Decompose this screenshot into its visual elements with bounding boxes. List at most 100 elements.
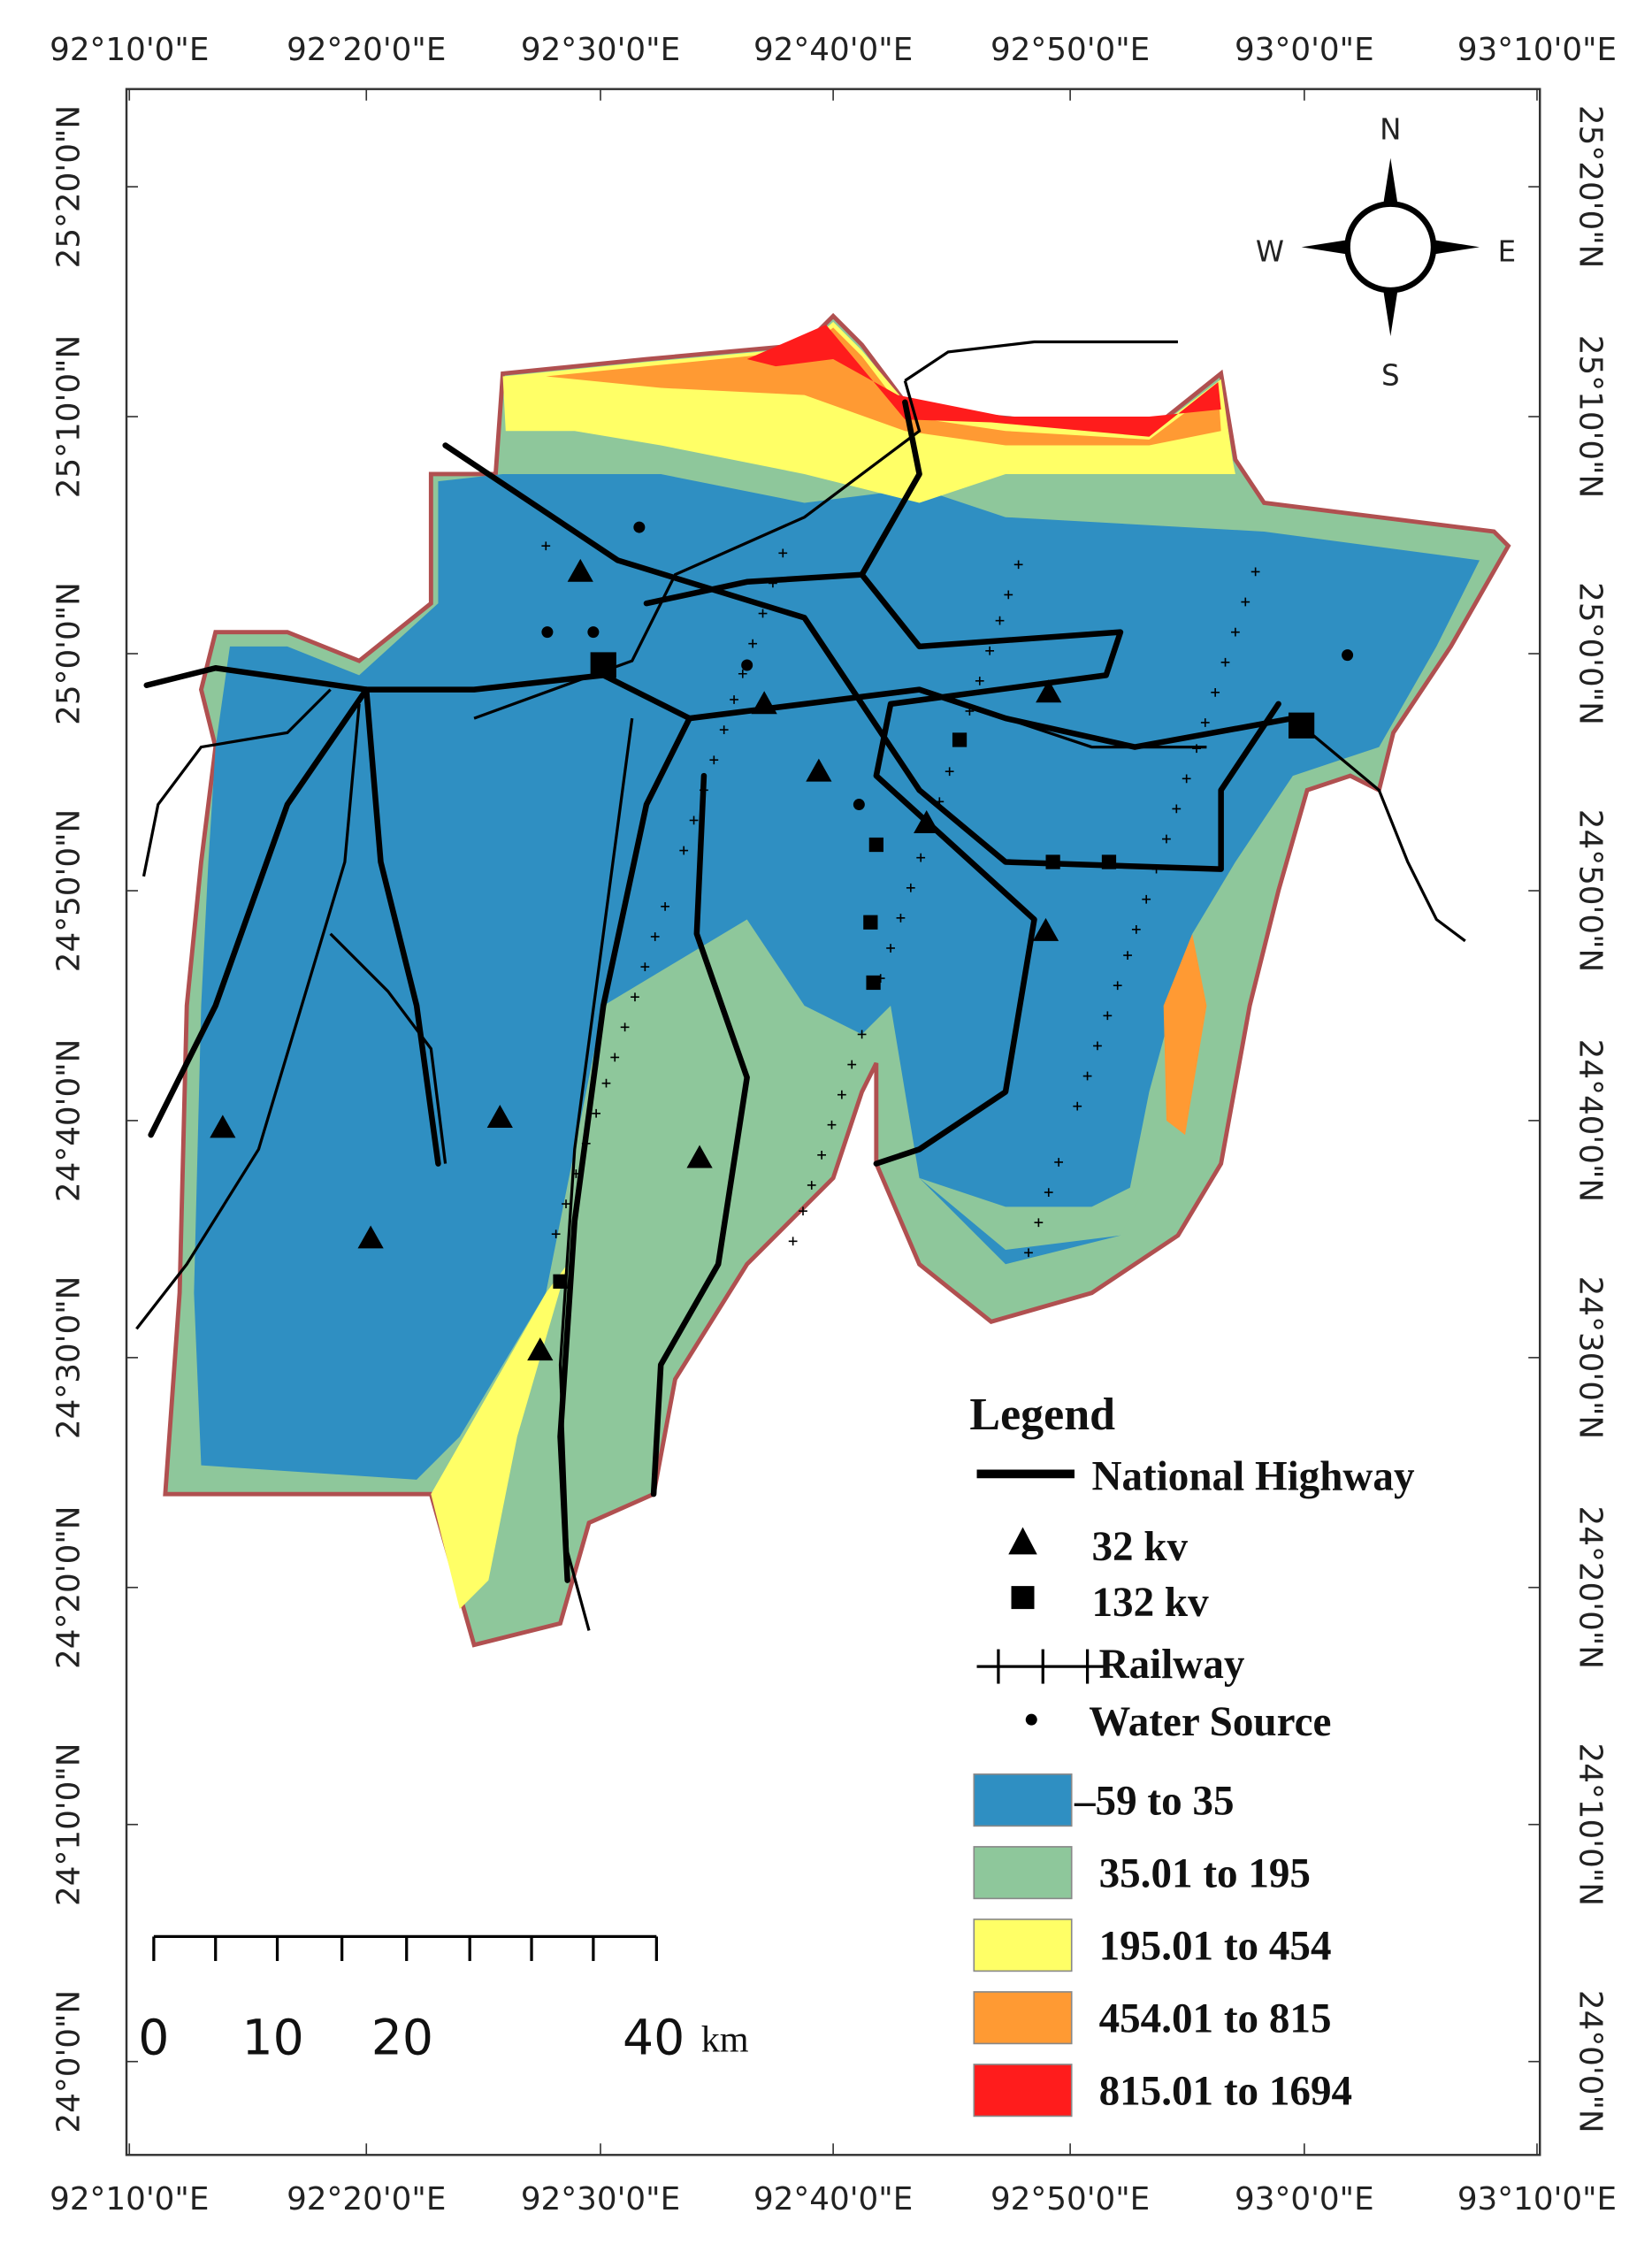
legend-label: 132 kv [1091, 1580, 1209, 1626]
water-source [853, 799, 865, 811]
water-source [541, 626, 554, 639]
grid-cross [876, 974, 885, 983]
substation-32kv [210, 1114, 236, 1138]
grid-cross [896, 913, 906, 923]
scale-label: 40 [623, 2010, 685, 2067]
scale-label: 0 [138, 2010, 169, 2067]
latitude-label: 24°40'0"N [50, 1039, 87, 1202]
grid-cross [886, 944, 895, 953]
grid-cross [995, 616, 1005, 625]
substation-132kv [1288, 712, 1315, 739]
latitude-label: 24°10'0"N [50, 1742, 87, 1905]
legend-label: 32 kv [1091, 1524, 1188, 1570]
substation-32kv [806, 758, 832, 782]
compass-letter: E [1498, 235, 1517, 269]
scale-label: 20 [371, 2010, 433, 2067]
grid-cross [935, 797, 945, 807]
grid-cross [610, 1053, 620, 1062]
grid-cross [620, 1022, 630, 1032]
grid-cross [1024, 1248, 1033, 1258]
latitude-label: 25°10'0"N [1572, 335, 1609, 498]
latitude-label: 24°30'0"N [1572, 1276, 1609, 1439]
substation-132kv [590, 652, 616, 678]
legend-label: Railway [1099, 1642, 1245, 1688]
substation-132kv [868, 837, 883, 853]
grid-cross [1162, 834, 1171, 844]
grid-cross [1004, 590, 1013, 600]
grid-cross [926, 823, 936, 832]
legend: Legend National Highway 32 kv 132 kv Railway… [969, 1390, 1415, 2118]
grid-cross [1123, 951, 1132, 960]
longitude-label: 92°20'0"E [287, 2181, 446, 2217]
grid-cross [1192, 744, 1201, 754]
latitude-label: 25°20'0"N [1572, 105, 1609, 268]
grid-cross [640, 962, 650, 971]
grid-cross [788, 1237, 798, 1246]
grid-cross [541, 541, 551, 551]
grid-cross [799, 1206, 807, 1216]
scale-unit: km [701, 2018, 749, 2060]
grid-cross [1113, 981, 1122, 991]
grid-cross [1103, 1011, 1113, 1021]
grid-cross [955, 737, 964, 746]
legend-swatch [973, 1919, 1073, 1972]
substation-132kv [553, 1274, 568, 1289]
grid-cross [1200, 718, 1210, 727]
substation-132kv [1101, 854, 1117, 869]
longitude-label: 92°30'0"E [521, 2181, 680, 2217]
longitude-label: 92°50'0"E [990, 2181, 1150, 2217]
grid-cross [1172, 804, 1182, 814]
substation-132kv [863, 915, 878, 930]
substation-32kv [567, 558, 593, 582]
grid-cross [700, 785, 708, 795]
grid-cross [1082, 1071, 1092, 1081]
grid-cross [1142, 894, 1151, 904]
latitude-label: 24°50'0"N [50, 809, 87, 972]
grid-cross [689, 816, 699, 825]
legend-swatch [973, 1846, 1073, 1900]
lowland [194, 473, 1480, 1480]
grid-cross [650, 932, 660, 941]
latitude-label: 24°40'0"N [1572, 1039, 1609, 1202]
water-source [633, 521, 646, 533]
grid-cross [679, 846, 689, 855]
grid-cross [551, 1229, 561, 1239]
grid-cross [985, 646, 995, 655]
latitude-label: 25°20'0"N [50, 105, 87, 268]
grid-cross [1034, 1218, 1044, 1228]
grid-cross [1250, 567, 1260, 577]
grid-cross [769, 578, 777, 588]
infrastructure-points [210, 521, 1354, 1361]
grid-cross [601, 1078, 611, 1088]
latitude-label: 24°20'0"N [1572, 1506, 1609, 1669]
grid-cross [1073, 1101, 1082, 1111]
longitude-label: 92°30'0"E [521, 32, 680, 68]
grid-cross [571, 1169, 581, 1178]
latitude-label: 24°10'0"N [1572, 1742, 1609, 1905]
substation-32kv [527, 1337, 554, 1361]
grid-cross [562, 1199, 570, 1208]
grid-cross [1151, 864, 1161, 874]
longitude-label: 92°10'0"E [50, 2181, 209, 2217]
grid-cross [1044, 1188, 1053, 1197]
legend-label: 195.01 to 454 [1099, 1923, 1332, 1969]
grid-cross [975, 676, 984, 685]
grid-cross [730, 695, 738, 704]
latitude-label: 25°0'0"N [50, 582, 87, 725]
highways [143, 399, 1296, 1583]
compass [1301, 157, 1480, 337]
substation-32kv [357, 1225, 384, 1249]
grid-cross [738, 669, 747, 678]
latitude-label: 25°0'0"N [1572, 582, 1609, 725]
legend-title: Legend [969, 1390, 1115, 1440]
legend-label: Water Source [1089, 1699, 1331, 1745]
longitude-label: 92°20'0"E [287, 32, 446, 68]
grid-cross [1013, 560, 1023, 570]
compass-letter: N [1380, 113, 1401, 147]
grid-cross [1241, 597, 1250, 607]
water-source [1342, 649, 1354, 662]
latitude-label: 24°20'0"N [50, 1506, 87, 1669]
longitude-label: 93°10'0"E [1457, 2181, 1617, 2217]
compass-letter: S [1381, 358, 1400, 392]
substation-32kv [486, 1105, 513, 1128]
